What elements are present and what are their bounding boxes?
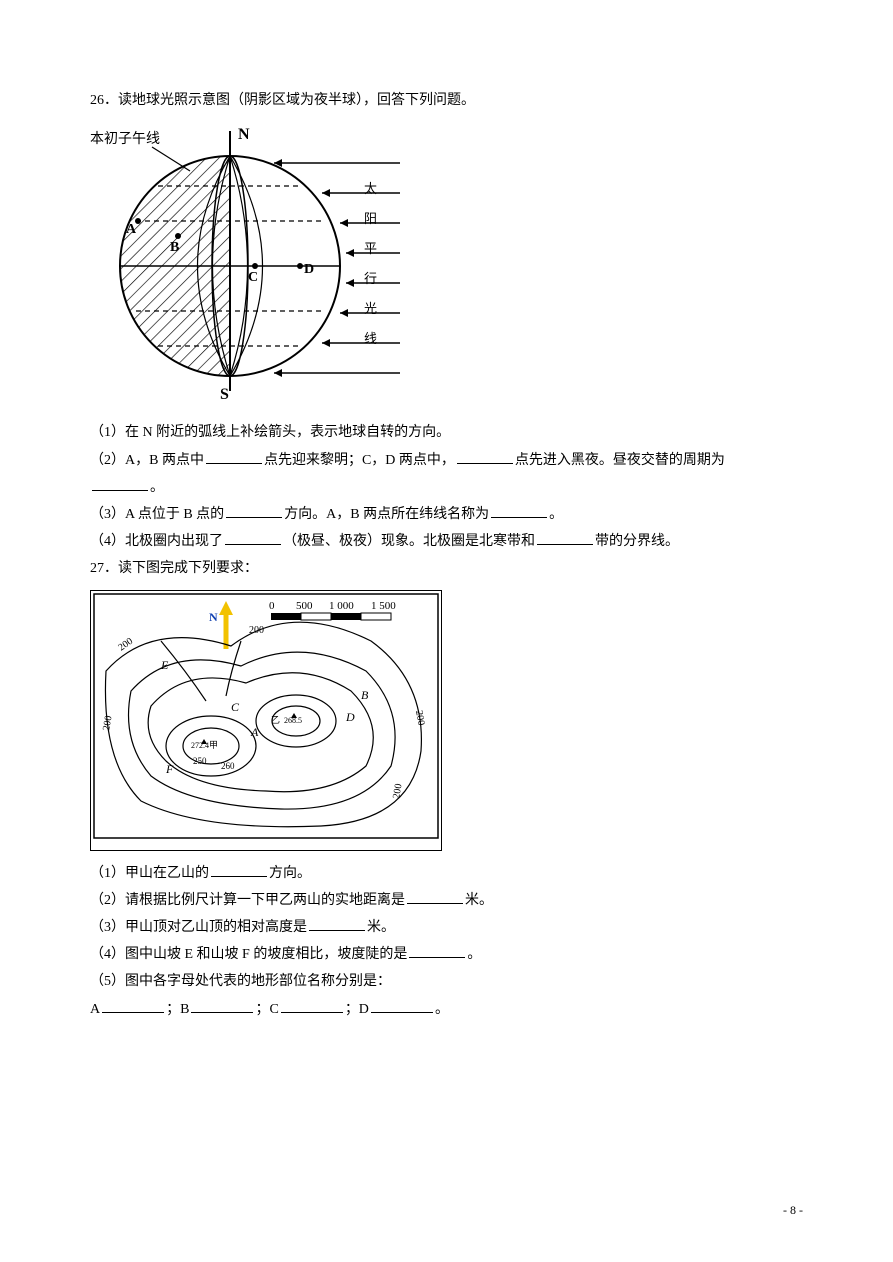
label-yi: 乙 — [271, 715, 280, 725]
blank-27-5d[interactable] — [371, 999, 433, 1013]
label-F: F — [165, 762, 174, 776]
earth-diagram-svg: 本初子午线 N S A — [90, 121, 400, 401]
label-E: E — [160, 658, 169, 672]
scale-500: 500 — [296, 600, 313, 612]
q26-figure: 本初子午线 N S A — [90, 121, 803, 410]
topo-map-svg: N 0 500 1 000 1 500 — [91, 591, 441, 841]
q27-sub3: （3）甲山顶对乙山顶的相对高度是 米。 — [90, 915, 803, 940]
blank-4a[interactable] — [225, 531, 281, 545]
q26-sub4: （4）北极圈内出现了 （极昼、极夜）现象。北极圈是北寒带和 带的分界线。 — [90, 529, 803, 554]
peak-jia-val: 272.4 — [191, 741, 209, 750]
q27-figure: N 0 500 1 000 1 500 — [90, 590, 803, 851]
q26-stem-text: 读地球光照示意图（阴影区域为夜半球），回答下列问题。 — [118, 93, 475, 108]
point-d — [297, 263, 303, 269]
blank-2c[interactable] — [92, 477, 148, 491]
q27-sub5-line: A ；B ；C ；D 。 — [90, 997, 803, 1022]
blank-4b[interactable] — [537, 531, 593, 545]
q26-sub2: （2）A，B 两点中 点先迎来黎明；C，D 两点中， 点先进入黑夜。昼夜交替的周期为 — [90, 448, 803, 473]
label-jia: 甲 — [209, 740, 218, 750]
label-B: B — [361, 688, 369, 702]
prime-meridian-label: 本初子午线 — [90, 130, 160, 147]
q27-sub4-b: 。 — [467, 947, 481, 962]
q26-sub2-c: 点先进入黑夜。昼夜交替的周期为 — [515, 453, 725, 468]
q27-sub1: （1）甲山在乙山的 方向。 — [90, 861, 803, 886]
label-D: D — [345, 710, 355, 724]
q26-sub2-a: （2）A，B 两点中 — [90, 453, 204, 468]
scale-1500: 1 500 — [371, 600, 396, 612]
scale-1000: 1 000 — [329, 600, 354, 612]
blank-3a[interactable] — [226, 504, 282, 518]
page-footer: - 8 - — [783, 1200, 803, 1222]
point-c-label: C — [248, 270, 258, 285]
blank-27-2[interactable] — [407, 890, 463, 904]
q27-number: 27． — [90, 561, 118, 576]
q27-5a: A — [90, 1002, 100, 1017]
q26-sub1: （1）在 N 附近的弧线上补绘箭头，表示地球自转的方向。 — [90, 420, 803, 445]
north-label: N — [238, 126, 250, 143]
q27-sub2-a: （2）请根据比例尺计算一下甲乙两山的实地距离是 — [90, 893, 405, 908]
q27-sub4: （4）图中山坡 E 和山坡 F 的坡度相比，坡度陡的是 。 — [90, 942, 803, 967]
q27-stem-text: 读下图完成下列要求： — [118, 561, 258, 576]
q26-sub4-a: （4）北极圈内出现了 — [90, 534, 223, 549]
sun-char-6: 线 — [364, 331, 377, 346]
q26-sub4-c: 带的分界线。 — [595, 534, 679, 549]
q26-sub2-line2: 。 — [90, 475, 803, 500]
q27-sub1-b: 方向。 — [269, 866, 311, 881]
q27-sub3-a: （3）甲山顶对乙山顶的相对高度是 — [90, 920, 307, 935]
blank-27-3[interactable] — [309, 917, 365, 931]
blank-27-1[interactable] — [211, 863, 267, 877]
q27-sub4-a: （4）图中山坡 E 和山坡 F 的坡度相比，坡度陡的是 — [90, 947, 407, 962]
q26-sub3-c: 。 — [549, 507, 563, 522]
sun-char-5: 光 — [364, 301, 377, 316]
blank-2b[interactable] — [457, 450, 513, 464]
q26-sub3-b: 方向。A，B 两点所在纬线名称为 — [284, 507, 489, 522]
point-d-label: D — [304, 262, 314, 277]
c260: 260 — [221, 761, 235, 771]
q26-sub4-b: （极昼、极夜）现象。北极圈是北寒带和 — [283, 534, 535, 549]
blank-2a[interactable] — [206, 450, 262, 464]
q27-sub2: （2）请根据比例尺计算一下甲乙两山的实地距离是 米。 — [90, 888, 803, 913]
q27-sub5: （5）图中各字母处代表的地形部位名称分别是： — [90, 969, 803, 994]
label-A: A — [250, 725, 259, 739]
point-a-label: A — [126, 222, 137, 237]
q27-sub1-a: （1）甲山在乙山的 — [90, 866, 209, 881]
point-c — [252, 263, 258, 269]
q26-sub3: （3）A 点位于 B 点的 方向。A，B 两点所在纬线名称为 。 — [90, 502, 803, 527]
q27-sub3-b: 米。 — [367, 920, 395, 935]
c250: 250 — [193, 756, 207, 766]
q26-sub2-d: 。 — [150, 480, 164, 495]
sun-char-1: 太 — [364, 181, 377, 196]
q26-sub3-a: （3）A 点位于 B 点的 — [90, 507, 224, 522]
c200-2: 200 — [249, 625, 264, 636]
q26-sub2-b: 点先迎来黎明；C，D 两点中， — [264, 453, 455, 468]
q27-stem: 27．读下图完成下列要求： — [90, 556, 803, 581]
q27-5b: ；B — [166, 1002, 189, 1017]
south-label: S — [220, 386, 229, 401]
sun-char-4: 行 — [364, 271, 377, 286]
blank-3b[interactable] — [491, 504, 547, 518]
blank-27-5c[interactable] — [281, 999, 343, 1013]
q26-number: 26． — [90, 93, 118, 108]
north-label-topo: N — [209, 610, 218, 624]
blank-27-4[interactable] — [409, 944, 465, 958]
scale-0: 0 — [269, 600, 275, 612]
q26-stem: 26．读地球光照示意图（阴影区域为夜半球），回答下列问题。 — [90, 88, 803, 113]
blank-27-5a[interactable] — [102, 999, 164, 1013]
point-b-label: B — [170, 240, 179, 255]
sun-rays — [274, 159, 400, 377]
q27-sub2-b: 米。 — [465, 893, 493, 908]
sun-char-3: 平 — [364, 241, 377, 256]
blank-27-5b[interactable] — [191, 999, 253, 1013]
q27-5c: ；C — [255, 1002, 278, 1017]
label-C: C — [231, 700, 240, 714]
point-b — [175, 233, 181, 239]
sun-char-2: 阳 — [364, 211, 377, 226]
q27-5d: ；D — [345, 1002, 369, 1017]
q27-5e: 。 — [435, 1002, 449, 1017]
